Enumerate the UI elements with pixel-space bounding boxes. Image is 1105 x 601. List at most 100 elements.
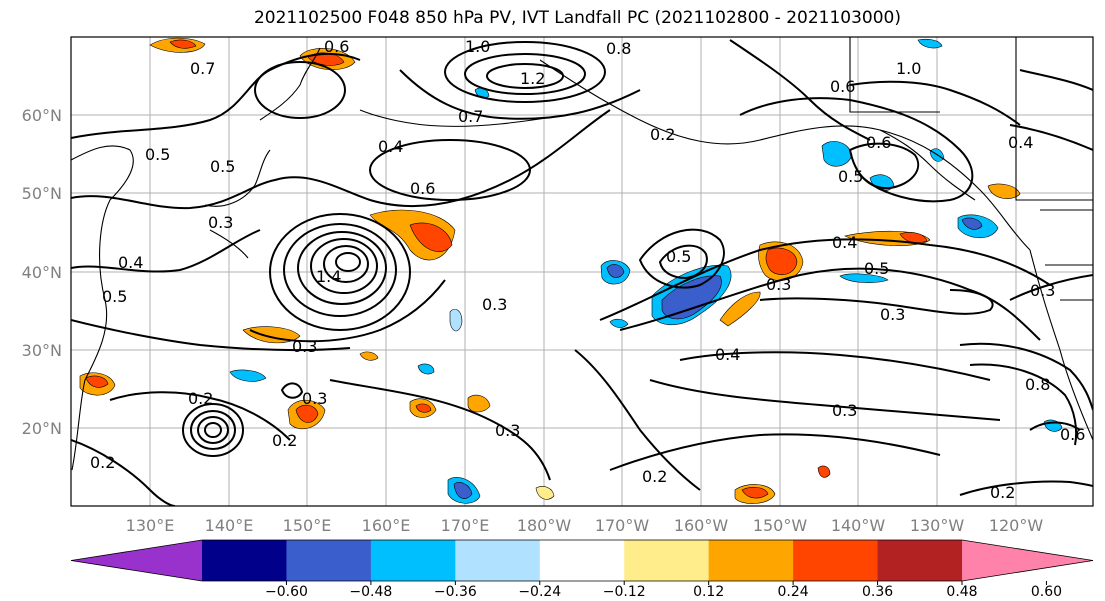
contour-line <box>369 139 531 201</box>
contour-label: 1.2 <box>520 69 545 88</box>
lon-label: 150°E <box>283 516 332 535</box>
contour-line <box>323 245 369 283</box>
contour-label: 0.6 <box>324 37 349 56</box>
contour-label: 0.3 <box>832 401 857 420</box>
coastline-alaska <box>539 59 1031 251</box>
contour-line <box>1029 421 1081 431</box>
contour-label: 0.2 <box>650 125 675 144</box>
contour-line <box>280 382 304 399</box>
lon-label: 150°W <box>753 516 808 535</box>
contour-line <box>254 61 346 119</box>
contour-line <box>71 53 361 139</box>
lat-label: 30°N <box>22 341 62 360</box>
shaded-anomalies <box>79 37 1063 504</box>
contour-line <box>1019 69 1093 91</box>
contour-line <box>959 342 1093 411</box>
colorbar-segment <box>370 540 456 581</box>
anomaly-patch <box>295 404 319 423</box>
contour-line <box>729 39 871 141</box>
contour-label: 0.2 <box>90 453 115 472</box>
anomaly-patch <box>661 275 722 320</box>
anomaly-patch <box>899 232 928 244</box>
lat-label: 60°N <box>22 106 62 125</box>
lon-label: 120°W <box>989 516 1044 535</box>
boundary-states <box>1040 209 1093 301</box>
contour-label: 0.5 <box>666 247 691 266</box>
contour-label: 0.3 <box>482 295 507 314</box>
colorbar-segment <box>624 540 710 581</box>
contour-label: 0.2 <box>990 483 1015 502</box>
contour-label: 1.4 <box>316 267 341 286</box>
contour-label: 0.3 <box>292 337 317 356</box>
contour-line <box>71 439 176 506</box>
colorbar: −0.60 −0.48 −0.36 −0.24 −0.12 0.12 0.24 0.36 0.4… <box>70 539 1094 600</box>
anomaly-patch <box>609 318 629 328</box>
contour-line <box>182 403 244 457</box>
colorbar-tick-label: −0.36 <box>434 584 477 600</box>
contour-line <box>638 228 725 289</box>
contour-label: 0.5 <box>864 259 889 278</box>
coastline-aleutians <box>359 109 561 127</box>
lon-axis: 130°E 140°E 150°E 160°E 170°E 180°W 170°… <box>126 516 1044 535</box>
anomaly-patch <box>359 351 379 361</box>
contour-line <box>849 80 1021 126</box>
anomaly-patch <box>719 291 761 327</box>
anomaly-patch <box>169 39 197 49</box>
colorbar-segment <box>286 540 372 581</box>
contour-label: 0.5 <box>102 287 127 306</box>
contour-label: 0.7 <box>458 107 483 126</box>
lon-label: 160°E <box>362 516 411 535</box>
anomaly-patch <box>242 326 301 344</box>
contour-label: 0.8 <box>1025 375 1050 394</box>
colorbar-outline <box>70 539 1094 582</box>
contour-line <box>109 391 291 441</box>
contour-line <box>759 289 994 315</box>
lon-label: 170°E <box>441 516 490 535</box>
colorbar-tick-label: 0.24 <box>778 584 809 600</box>
contour-label: 0.2 <box>642 467 667 486</box>
contour-label: 0.3 <box>880 305 905 324</box>
map-frame <box>70 36 1094 507</box>
colorbar-segment <box>877 540 963 581</box>
anomaly-patch <box>987 183 1021 199</box>
anomaly-patch <box>453 482 473 499</box>
anomaly-patch <box>917 38 943 49</box>
lon-label: 140°E <box>205 516 254 535</box>
contour-label: 0.6 <box>410 179 435 198</box>
anomaly-patch <box>467 394 491 413</box>
contour-label: 0.2 <box>188 389 213 408</box>
anomaly-patch <box>961 217 983 230</box>
contour-line <box>297 231 387 305</box>
pv-contours <box>71 39 1093 506</box>
coastline-gulf <box>879 129 976 201</box>
contour-label: 0.6 <box>1060 425 1085 444</box>
contour-line <box>399 69 641 120</box>
colorbar-tick-label: −0.12 <box>603 584 646 600</box>
contour-line <box>197 416 229 444</box>
contour-line <box>619 267 1041 341</box>
colorbar-tick-label: 0.60 <box>1031 584 1062 600</box>
colorbar-tick-label: −0.24 <box>518 584 561 600</box>
anomaly-patch <box>229 369 267 382</box>
colorbar-segment <box>202 540 287 581</box>
anomaly-patch <box>85 375 109 388</box>
anomaly-patch <box>409 222 453 252</box>
contour-label: 0.5 <box>838 167 863 186</box>
colorbar-tick-label: 0.12 <box>693 584 724 600</box>
contour-line <box>464 53 586 95</box>
lat-label: 50°N <box>22 184 62 203</box>
lat-label: 20°N <box>22 419 62 438</box>
anomaly-patch <box>606 264 625 278</box>
colorbar-extend-min <box>71 540 202 581</box>
contour-label: 0.2 <box>272 431 297 450</box>
map-title: 2021102500 F048 850 hPa PV, IVT Landfall… <box>253 8 901 28</box>
contour-line <box>679 351 991 381</box>
contour-label: 0.3 <box>766 275 791 294</box>
colorbar-tick-label: −0.48 <box>349 584 392 600</box>
coastlines <box>71 37 1093 471</box>
anomaly-patch <box>535 486 555 500</box>
colorbar-segment <box>539 540 625 581</box>
contour-label: 0.3 <box>302 389 327 408</box>
contour-line <box>658 244 708 280</box>
contour-label: 0.3 <box>208 213 233 232</box>
